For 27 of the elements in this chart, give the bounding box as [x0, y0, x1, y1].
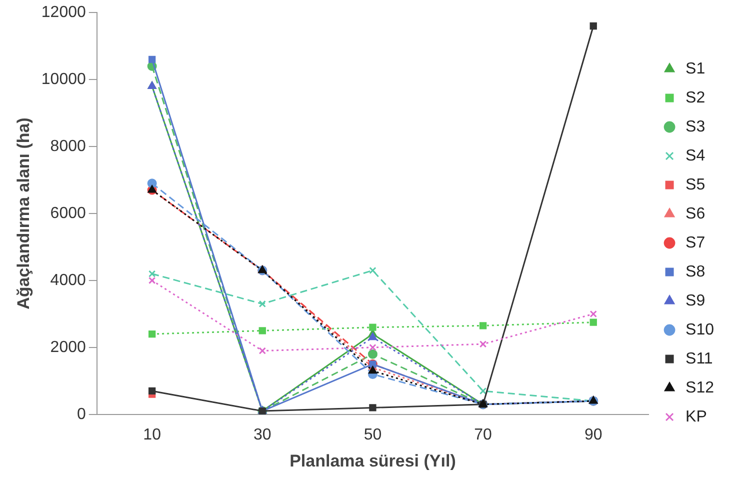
x-tick-label: 30 — [253, 426, 272, 444]
legend-label: S8 — [686, 263, 706, 280]
y-tick-label: 0 — [76, 406, 86, 423]
legend-label: S12 — [686, 379, 714, 396]
y-axis-title: Ağaçlandırma alanı (ha) — [14, 118, 33, 310]
y-tick-label: 6000 — [50, 204, 86, 222]
legend-label: S9 — [686, 292, 706, 310]
x-axis-title: Planlama süresi (Yıl) — [290, 451, 456, 470]
legend-label: S5 — [686, 176, 706, 194]
legend-label: S3 — [686, 118, 706, 136]
legend-label: S1 — [686, 60, 706, 78]
y-tick-label: 12000 — [41, 4, 86, 22]
y-tick-label: 2000 — [50, 338, 86, 356]
legend-label: KP — [686, 408, 707, 426]
y-tick-label: 8000 — [50, 138, 86, 155]
x-tick-label: 90 — [584, 426, 602, 444]
x-tick-label: 10 — [143, 426, 162, 444]
legend-label: S6 — [686, 205, 706, 222]
legend-label: S7 — [686, 234, 706, 252]
y-tick-label: 4000 — [50, 272, 86, 289]
y-tick-label: 10000 — [41, 70, 86, 88]
legend-label: S11 — [686, 350, 713, 368]
x-tick-label: 70 — [474, 426, 492, 444]
legend-label: S4 — [686, 147, 706, 164]
x-tick-label: 50 — [364, 426, 382, 444]
legend-label: S2 — [686, 89, 706, 106]
legend-label: S10 — [686, 321, 714, 338]
